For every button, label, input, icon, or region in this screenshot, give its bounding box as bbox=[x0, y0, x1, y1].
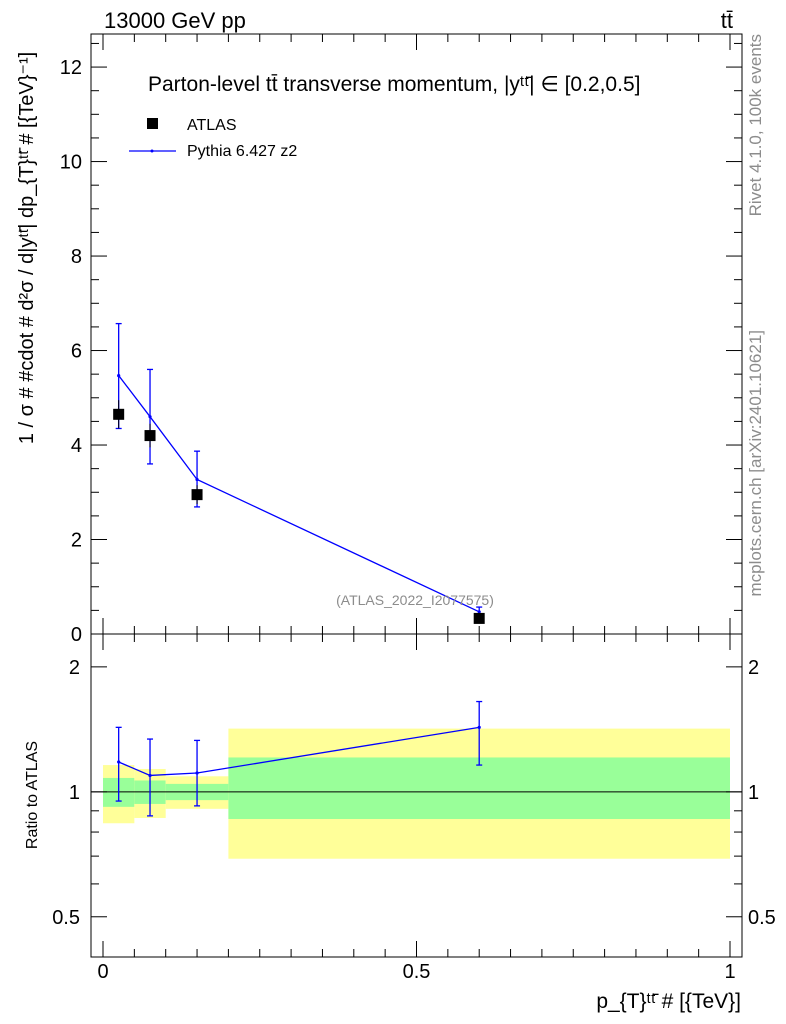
ratio-y-tick-label-left: 2 bbox=[69, 657, 80, 679]
main-y-axis: 0 2 4 6 8 10 12 bbox=[60, 42, 742, 646]
pythia-line bbox=[118, 375, 480, 613]
collision-energy-label: 13000 GeV pp bbox=[104, 8, 246, 33]
pythia-point bbox=[195, 477, 199, 482]
rivet-version-label: Rivet 4.1.0, 100k events bbox=[746, 34, 765, 216]
pythia-point bbox=[477, 610, 481, 614]
x-tick-label: 0 bbox=[97, 961, 108, 983]
mcplots-reference-label: mcplots.cern.ch [arXiv:2401.10621] bbox=[746, 330, 765, 596]
ratio-green-band bbox=[228, 757, 730, 820]
analysis-tag: (ATLAS_2022_I2077575) bbox=[336, 592, 494, 608]
ratio-y-axis: 0.5 0.5 1 1 2 2 bbox=[52, 657, 776, 958]
atlas-point bbox=[113, 408, 125, 420]
main-y-tick-label: 0 bbox=[71, 624, 82, 646]
main-panel: 0 2 4 6 8 10 12 Parton-level tt̄ transverse mo… bbox=[16, 33, 743, 646]
ratio-y-tick-label-left: 0.5 bbox=[52, 907, 80, 929]
legend-pythia-marker bbox=[150, 149, 154, 153]
ratio-pythia-line bbox=[118, 726, 480, 777]
ratio-data-layer bbox=[115, 700, 483, 817]
legend: ATLAS Pythia 6.427 z2 bbox=[129, 117, 297, 160]
legend-pythia-label: Pythia 6.427 z2 bbox=[187, 143, 297, 160]
main-y-tick-label: 8 bbox=[71, 246, 82, 268]
ratio-y-tick-label-right: 0.5 bbox=[748, 907, 776, 929]
x-tick-label: 1 bbox=[724, 961, 735, 983]
ratio-y-axis-label: Ratio to ATLAS bbox=[24, 741, 41, 849]
ratio-pythia-point bbox=[117, 760, 121, 764]
main-data-layer bbox=[113, 322, 485, 624]
ratio-pythia-point bbox=[148, 773, 152, 778]
main-x-ticks bbox=[102, 34, 731, 634]
main-y-axis-label: 1 / σ # #cdot # d²σ / d|yᵗᵗ̄| dp_{T}ᵗᵗ̄ … bbox=[16, 52, 38, 444]
atlas-point bbox=[191, 489, 203, 501]
process-label: tt̄ bbox=[721, 8, 733, 33]
chart-title: Parton-level tt̄ transverse momentum, |y… bbox=[148, 73, 640, 96]
main-y-tick-label: 4 bbox=[71, 435, 82, 457]
ratio-y-tick-label-right: 2 bbox=[748, 657, 759, 679]
ratio-y-tick-label-left: 1 bbox=[69, 782, 80, 804]
main-y-tick-label: 10 bbox=[60, 152, 82, 174]
main-y-tick-label: 12 bbox=[60, 57, 82, 79]
ratio-pythia-point bbox=[477, 725, 481, 729]
main-y-tick-label: 2 bbox=[71, 530, 82, 552]
legend-atlas-marker bbox=[147, 118, 158, 129]
main-y-tick-label: 6 bbox=[71, 341, 82, 363]
x-axis-label: p_{T}ᵗᵗ̄ # [{TeV}] bbox=[596, 990, 741, 1013]
ratio-x-axis: 0 0.5 1 bbox=[97, 634, 736, 983]
pythia-point bbox=[117, 373, 121, 378]
legend-atlas-label: ATLAS bbox=[187, 117, 237, 134]
ratio-panel: 0.5 0.51 12 2 0 0.5 1 Ratio to ATLAS p_{T}ᵗᵗ̄… bbox=[24, 633, 776, 1013]
x-tick-label: 0.5 bbox=[403, 961, 431, 983]
pythia-point bbox=[148, 415, 152, 419]
ratio-y-tick-label-right: 1 bbox=[748, 782, 759, 804]
atlas-point bbox=[144, 430, 156, 442]
atlas-point bbox=[473, 612, 485, 624]
ratio-pythia-point bbox=[195, 771, 199, 775]
